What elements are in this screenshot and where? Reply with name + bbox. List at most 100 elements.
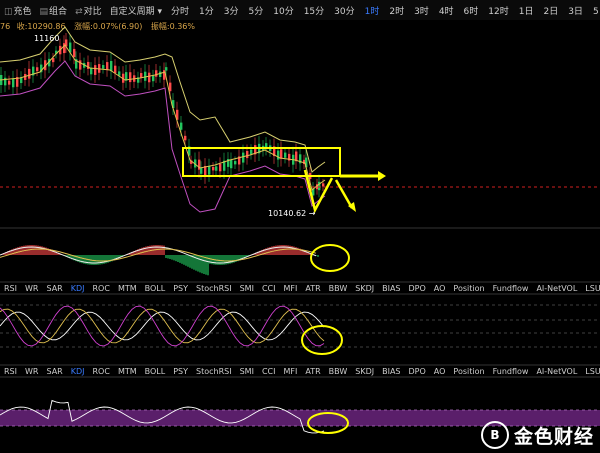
price-info-bar: 76 收:10290.86 涨幅:0.07%(6.90) 振幅:0.36% xyxy=(0,21,600,33)
candle xyxy=(284,152,287,158)
indicator-tab-bias[interactable]: BIAS xyxy=(382,283,401,293)
chevron-down-icon: ▾ xyxy=(154,6,163,17)
indicator-tab-roc[interactable]: ROC xyxy=(92,283,110,293)
candle xyxy=(52,58,55,63)
indicator-tab-roc[interactable]: ROC xyxy=(92,366,110,376)
indicator-tab-dpo[interactable]: DPO xyxy=(408,366,426,376)
period-tab-16[interactable]: 5日 xyxy=(592,6,600,17)
candle xyxy=(180,122,183,130)
indicator-tab-psy[interactable]: PSY xyxy=(173,283,189,293)
indicator-tab-atr[interactable]: ATR xyxy=(305,283,321,293)
candle xyxy=(8,80,11,85)
candle xyxy=(129,72,132,83)
candle xyxy=(299,154,302,164)
candle xyxy=(212,166,215,171)
indicator-tab-sar[interactable]: SAR xyxy=(46,366,63,376)
candle xyxy=(318,181,321,191)
candle xyxy=(110,61,113,72)
period-tab-5[interactable]: 15分 xyxy=(303,6,325,17)
indicator-tab-boll[interactable]: BOLL xyxy=(144,366,166,376)
indicator-tab-mtm[interactable]: MTM xyxy=(117,283,137,293)
indicator-tab-kdj[interactable]: KDJ xyxy=(70,366,85,376)
period-tab-14[interactable]: 2日 xyxy=(543,6,559,17)
indicator-tab-position[interactable]: Position xyxy=(453,283,485,293)
indicator-tab-rsi[interactable]: RSI xyxy=(4,366,17,376)
indicator-tab-ai-netvol[interactable]: AI-NetVOL xyxy=(536,283,578,293)
indicator-tab-wr[interactable]: WR xyxy=(25,283,39,293)
candle xyxy=(303,159,306,164)
toolbar-item-fill[interactable]: ◫充色 xyxy=(4,6,32,17)
indicator-tab-psy[interactable]: PSY xyxy=(173,366,189,376)
indicator-tab-boll[interactable]: BOLL xyxy=(144,283,166,293)
kdj-highlight-circle xyxy=(301,325,343,355)
period-tab-13[interactable]: 1日 xyxy=(518,6,534,17)
candle xyxy=(36,67,39,72)
plus-icon: ◫ xyxy=(4,6,13,17)
indicator-tab-mfi[interactable]: MFI xyxy=(283,283,298,293)
candle xyxy=(16,77,19,87)
period-tab-4[interactable]: 10分 xyxy=(273,6,294,17)
indicator-tab-kdj[interactable]: KDJ xyxy=(70,283,85,293)
indicator-tab-rsi[interactable]: RSI xyxy=(4,283,17,293)
indicator-tab-fundflow[interactable]: Fundflow xyxy=(492,283,529,293)
indicator-tab-wr[interactable]: WR xyxy=(25,366,39,376)
indicator-tab-bar-2: RSI WR SAR KDJ ROC MTM BOLL PSY StochRSI SMI CCI MF… xyxy=(0,365,600,377)
period-tab-1[interactable]: 1分 xyxy=(199,6,214,17)
indicator-tab-skdj[interactable]: SKDJ xyxy=(355,366,375,376)
candle xyxy=(305,157,308,168)
indicator-tab-atr[interactable]: ATR xyxy=(305,366,321,376)
indicator-tab-stochrsi[interactable]: StochRSI xyxy=(196,366,232,376)
period-tab-0[interactable]: 分时 xyxy=(171,6,190,17)
indicator-tab-cci[interactable]: CCI xyxy=(261,283,276,293)
candle xyxy=(4,77,7,86)
ind2-highlight-circle xyxy=(307,412,349,434)
indicator-tab-cci[interactable]: CCI xyxy=(261,366,276,376)
indicator-tab-smi[interactable]: SMI xyxy=(239,366,254,376)
period-tab-10[interactable]: 4时 xyxy=(438,6,454,17)
indicator-tab-bias[interactable]: BIAS xyxy=(382,366,401,376)
custom-period-dropdown[interactable]: 自定义周期 ▾ xyxy=(109,6,163,17)
indicator-tab-ao[interactable]: AO xyxy=(433,283,446,293)
boll-upper-line xyxy=(0,26,326,173)
macd-dea-line xyxy=(0,248,317,262)
indicator-tab-smi[interactable]: SMI xyxy=(239,283,254,293)
period-tab-3[interactable]: 5分 xyxy=(248,6,264,17)
indicator-tab-mtm[interactable]: MTM xyxy=(117,366,137,376)
candle xyxy=(265,143,268,150)
period-tab-11[interactable]: 6时 xyxy=(463,6,479,17)
top-toolbar: ◫充色 ▤组合 ⇄对比 自定义周期 ▾ 分时 1分 3分 5分 10分 15分 30分 1时 2… xyxy=(0,0,600,20)
candle xyxy=(55,50,58,54)
indicator-tab-fundflow[interactable]: Fundflow xyxy=(492,366,529,376)
indicator-tab-bbw[interactable]: BBW xyxy=(328,366,348,376)
indicator-tab-bbw[interactable]: BBW xyxy=(328,283,348,293)
candle xyxy=(312,188,315,196)
toolbar-item-group[interactable]: ▤组合 xyxy=(39,6,68,17)
candle xyxy=(172,100,175,109)
candle xyxy=(208,166,211,175)
indicator-tab-position[interactable]: Position xyxy=(453,366,485,376)
period-tab-6[interactable]: 30分 xyxy=(334,6,355,17)
indicator-tab-stochrsi[interactable]: StochRSI xyxy=(196,283,232,293)
arrow-head-down xyxy=(348,202,356,212)
period-tab-2[interactable]: 3分 xyxy=(223,6,239,17)
indicator-tab-dpo[interactable]: DPO xyxy=(408,283,426,293)
candle xyxy=(238,156,241,165)
indicator-tab-mfi[interactable]: MFI xyxy=(283,366,298,376)
candle xyxy=(223,160,226,171)
indicator-tab-ao[interactable]: AO xyxy=(433,366,446,376)
kdj-line xyxy=(0,311,325,341)
indicator-tab-sar[interactable]: SAR xyxy=(46,283,63,293)
indicator-tab-skdj[interactable]: SKDJ xyxy=(355,283,375,293)
toolbar-item-compare[interactable]: ⇄对比 xyxy=(75,6,102,17)
indicator-tab-ai-netvol[interactable]: AI-NetVOL xyxy=(536,366,578,376)
candle xyxy=(322,183,325,187)
period-tab-7[interactable]: 1时 xyxy=(364,6,380,17)
period-tab-15[interactable]: 3日 xyxy=(568,6,583,17)
period-tab-8[interactable]: 2时 xyxy=(389,6,405,17)
candle xyxy=(65,39,68,47)
period-tab-9[interactable]: 3时 xyxy=(414,6,429,17)
period-tab-12[interactable]: 12时 xyxy=(488,6,509,17)
